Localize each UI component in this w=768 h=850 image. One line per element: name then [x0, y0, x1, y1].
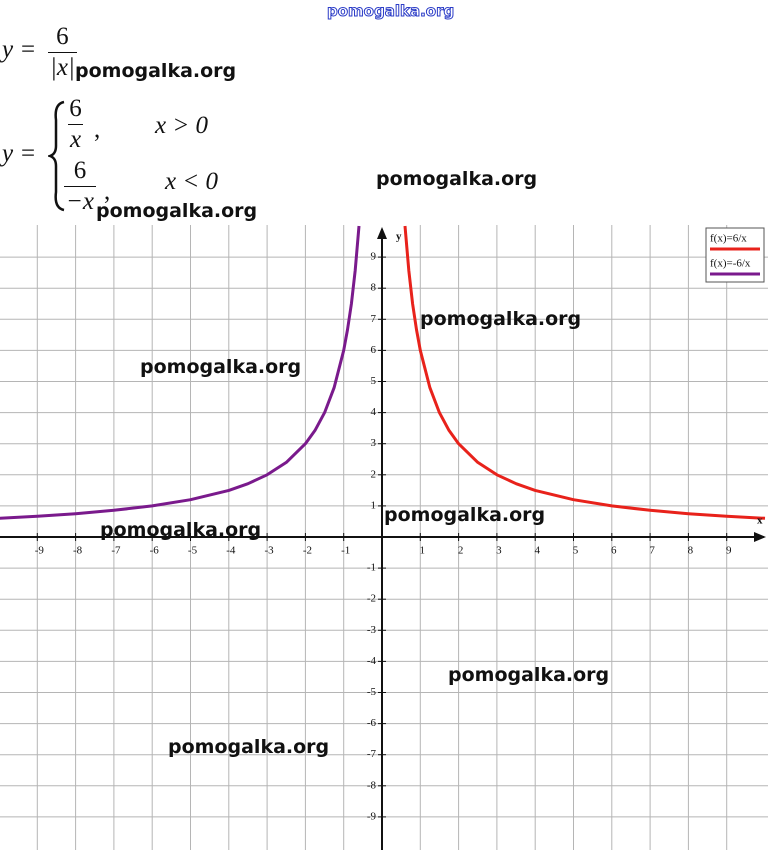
- separator: ,: [94, 116, 101, 143]
- watermark: pomogalka.org: [384, 504, 546, 526]
- watermark: pomogalka.org: [448, 664, 610, 686]
- y-tick-label: -2: [367, 593, 376, 605]
- x-tick-label: 2: [458, 545, 464, 557]
- x-tick-label: -6: [150, 545, 160, 557]
- x-axis-arrow: [754, 532, 766, 542]
- y-axis-arrow: [377, 227, 387, 239]
- x-tick-label: -3: [265, 545, 275, 557]
- condition: x > 0: [155, 112, 208, 139]
- legend-label: f(x)=-6/x: [710, 258, 751, 270]
- numerator: 6: [56, 23, 69, 50]
- fraction: 6 |x|: [48, 22, 77, 83]
- y-tick-label: 4: [371, 406, 377, 418]
- x-tick-label: 4: [534, 545, 540, 557]
- x-tick-label: -4: [226, 545, 236, 557]
- chart: -9 -8 -7 -6 -5 -4 -3 -2 -1 1 2 3 4 5 6 7 8 9 -9 -8 -7 -6 -5 -4 -…: [0, 225, 768, 850]
- formula-lhs: y =: [2, 36, 37, 63]
- x-tick-label: 7: [649, 545, 655, 557]
- condition: x < 0: [165, 168, 218, 195]
- x-tick-label: -9: [35, 545, 45, 557]
- y-axis-label: y: [396, 231, 402, 243]
- y-tick-label: 9: [371, 251, 377, 263]
- y-tick-label: 5: [371, 375, 377, 387]
- fraction: 6 −x: [64, 156, 96, 217]
- numerator: 6: [69, 95, 82, 122]
- watermark: pomogalka.org: [376, 168, 538, 190]
- x-tick-label: -2: [303, 545, 312, 557]
- x-tick-label: 5: [573, 545, 579, 557]
- y-tick-label: -1: [367, 562, 376, 574]
- x-tick-label: -7: [111, 545, 121, 557]
- watermark: pomogalka.org: [326, 2, 455, 21]
- numerator: 6: [73, 157, 87, 184]
- fraction: 6 x: [68, 94, 84, 155]
- y-tick-label: -6: [367, 717, 377, 729]
- y-tick-label: -8: [367, 779, 377, 791]
- denominator: |x|: [48, 52, 77, 81]
- y-tick-label: -5: [367, 686, 377, 698]
- y-tick-label: 2: [371, 468, 377, 480]
- y-tick-label: -3: [367, 624, 377, 636]
- y-tick-label: 7: [371, 313, 377, 325]
- watermark: pomogalka.org: [140, 356, 302, 378]
- denominator: −x: [64, 186, 96, 215]
- watermark: pomogalka.org: [420, 308, 582, 330]
- y-tick-label: 3: [371, 437, 377, 449]
- separator: ,: [104, 178, 111, 205]
- x-tick-label: 3: [496, 545, 502, 557]
- x-tick-label: 8: [688, 545, 694, 557]
- series-line: [0, 225, 361, 520]
- x-tick-label: -1: [341, 545, 350, 557]
- x-tick-label: 1: [420, 545, 426, 557]
- denominator: x: [68, 124, 84, 153]
- y-tick-label: -9: [367, 810, 377, 822]
- x-tick-label: 9: [726, 545, 732, 557]
- x-tick-label: 6: [611, 545, 617, 557]
- y-tick-label: 6: [371, 344, 377, 356]
- watermark: pomogalka.org: [96, 200, 258, 222]
- y-tick-label: -4: [367, 655, 377, 667]
- watermark: pomogalka.org: [168, 736, 330, 758]
- y-tick-label: -7: [367, 748, 377, 760]
- y-tick-label: 8: [371, 282, 377, 294]
- series-line: [403, 225, 766, 520]
- formula-lhs: y =: [2, 140, 37, 167]
- y-tick-label: 1: [371, 499, 377, 511]
- watermark: pomogalka.org: [75, 60, 237, 82]
- legend-label: f(x)=6/x: [710, 233, 747, 245]
- watermark: pomogalka.org: [100, 519, 262, 541]
- brace: [48, 100, 65, 212]
- x-tick-label: -5: [188, 545, 198, 557]
- x-tick-label: -8: [73, 545, 83, 557]
- x-axis-label: x: [757, 515, 763, 527]
